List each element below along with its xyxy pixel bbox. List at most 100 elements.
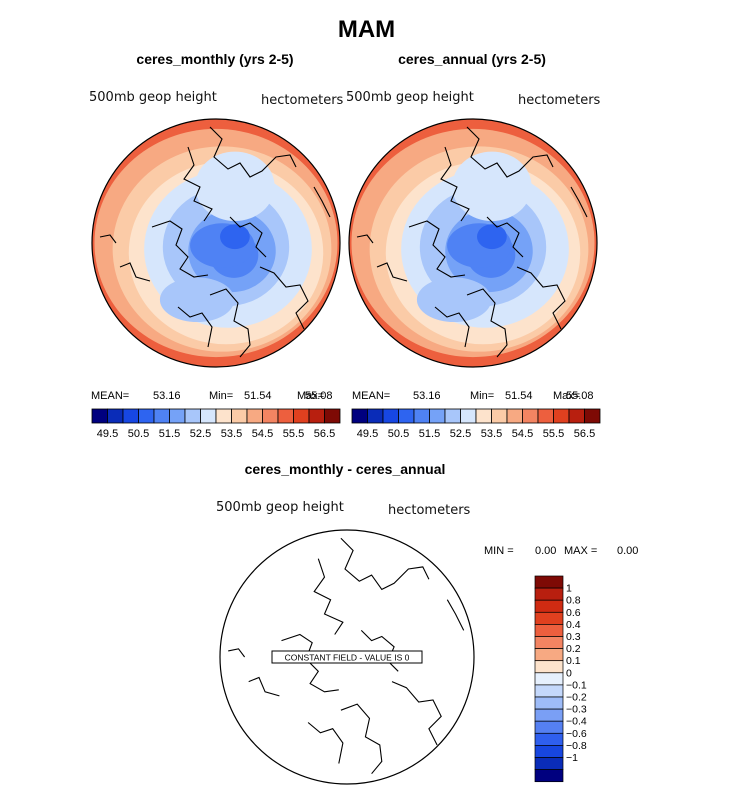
- coastline: [229, 216, 267, 258]
- max-value-annual: 55.08: [566, 390, 594, 402]
- coastline: [281, 633, 339, 693]
- colorbar-tick-label: 0.1: [566, 655, 581, 667]
- colorbar-tick-label: −0.2: [566, 692, 587, 704]
- colorbar-swatch: [534, 696, 564, 710]
- colorbar-swatch: [534, 587, 564, 601]
- colorbar-tick-label: −1: [566, 752, 578, 764]
- panel-title-monthly: ceres_monthly (yrs 2-5): [136, 51, 294, 67]
- coastline: [408, 220, 466, 278]
- colorbar-monthly: 49.5 50.5 51.5 52.5 53.5 54.5 55.5 56.5: [91, 408, 341, 440]
- colorbar-tick-label: 52.5: [190, 428, 211, 440]
- colorbar-swatch: [534, 660, 564, 674]
- field-band: [220, 224, 250, 250]
- colorbar-swatch: [537, 408, 554, 424]
- mean-label-monthly: MEAN=: [91, 390, 130, 402]
- variable-label-monthly: 500mb geop height: [89, 90, 217, 105]
- max-value-monthly: 55.08: [305, 390, 333, 402]
- colorbar-swatch: [246, 408, 263, 424]
- polar-map-monthly: [91, 118, 341, 368]
- colorbar-swatch: [534, 745, 564, 758]
- colorbar-swatch: [91, 408, 108, 424]
- coastline: [248, 676, 280, 697]
- colorbar-swatch: [277, 408, 294, 424]
- map-border: [219, 529, 475, 785]
- coastline: [183, 146, 213, 222]
- coastline: [340, 703, 383, 775]
- coastline: [119, 262, 151, 282]
- min-value-difference: 0.00: [535, 545, 557, 557]
- min-value-annual: 51.54: [505, 390, 533, 402]
- colorbar-swatch: [491, 408, 508, 424]
- colorbar-annual: 49.5 50.5 51.5 52.5 53.5 54.5 55.5 56.5: [351, 408, 601, 440]
- colorbar-swatch: [534, 599, 564, 613]
- colorbar-swatch: [398, 408, 415, 424]
- units-label-difference: hectometers: [388, 503, 471, 518]
- colorbar-tick-label: 53.5: [221, 428, 242, 440]
- colorbar-tick-label: 50.5: [388, 428, 409, 440]
- coastline: [570, 186, 588, 218]
- colorbar-tick-label: 56.5: [314, 428, 335, 440]
- coastline: [466, 126, 554, 178]
- map-border: [91, 118, 341, 368]
- colorbar-swatch: [534, 636, 564, 649]
- colorbar-swatch: [382, 408, 399, 424]
- colorbar-swatch: [351, 408, 368, 424]
- max-value-difference: 0.00: [617, 545, 639, 557]
- colorbar-tick-label: 51.5: [159, 428, 180, 440]
- coastline: [466, 288, 508, 358]
- colorbar-swatch: [200, 408, 217, 424]
- panel-title-difference: ceres_monthly - ceres_annual: [244, 461, 446, 477]
- polar-map-annual: [348, 118, 598, 368]
- colorbar-swatch: [429, 408, 446, 424]
- coastline: [486, 216, 524, 258]
- coastline: [307, 722, 344, 764]
- field-band: [452, 151, 532, 222]
- colorbar-swatch: [534, 708, 564, 722]
- coastline: [434, 306, 470, 348]
- colorbar-swatch: [293, 408, 310, 424]
- colorbar-tick-label: −0.3: [566, 704, 587, 716]
- units-label-monthly: hectometers: [261, 93, 344, 108]
- coastline: [356, 234, 374, 244]
- colorbar-swatch: [324, 408, 341, 424]
- variable-label-difference: 500mb geop height: [216, 500, 344, 515]
- map-border: [348, 118, 598, 368]
- colorbar-swatch: [534, 624, 564, 637]
- colorbar-tick-label: 55.5: [283, 428, 304, 440]
- colorbar-swatch: [262, 408, 279, 424]
- colorbar-tick-label: 53.5: [481, 428, 502, 440]
- colorbar-difference: 10.80.60.40.30.20.10−0.1−0.2−0.3−0.4−0.6…: [534, 575, 587, 783]
- colorbar-swatch: [568, 408, 585, 424]
- coastline: [376, 262, 408, 282]
- field-band: [477, 224, 507, 250]
- panel-title-annual: ceres_annual (yrs 2-5): [398, 51, 546, 67]
- variable-label-annual: 500mb geop height: [346, 90, 474, 105]
- colorbar-swatch: [308, 408, 325, 424]
- colorbar-tick-label: 0.3: [566, 631, 581, 643]
- coastline: [391, 681, 442, 746]
- colorbar-tick-label: 50.5: [128, 428, 149, 440]
- colorbar-tick-label: 49.5: [97, 428, 118, 440]
- min-value-monthly: 51.54: [244, 390, 272, 402]
- colorbar-tick-label: 0.4: [566, 619, 581, 631]
- coastline: [516, 266, 566, 330]
- colorbar-swatch: [460, 408, 477, 424]
- colorbar-swatch: [231, 408, 248, 424]
- colorbar-swatch: [122, 408, 139, 424]
- colorbar-tick-label: 54.5: [512, 428, 533, 440]
- colorbar-swatch: [534, 684, 564, 698]
- coastline: [177, 306, 213, 348]
- annotation-box: [271, 650, 423, 664]
- max-label-difference: MAX =: [564, 545, 598, 557]
- colorbar-tick-label: −0.6: [566, 728, 587, 740]
- coastline: [151, 220, 209, 278]
- max-label-annual: Max=: [553, 390, 581, 402]
- figure-title: MAM: [337, 16, 396, 43]
- colorbar-tick-label: 54.5: [252, 428, 273, 440]
- colorbar-tick-label: −0.8: [566, 740, 587, 752]
- colorbar-tick-label: 55.5: [543, 428, 564, 440]
- colorbar-tick-label: 56.5: [574, 428, 595, 440]
- field-band: [159, 277, 235, 323]
- coastline: [446, 599, 465, 631]
- coastline: [313, 558, 344, 635]
